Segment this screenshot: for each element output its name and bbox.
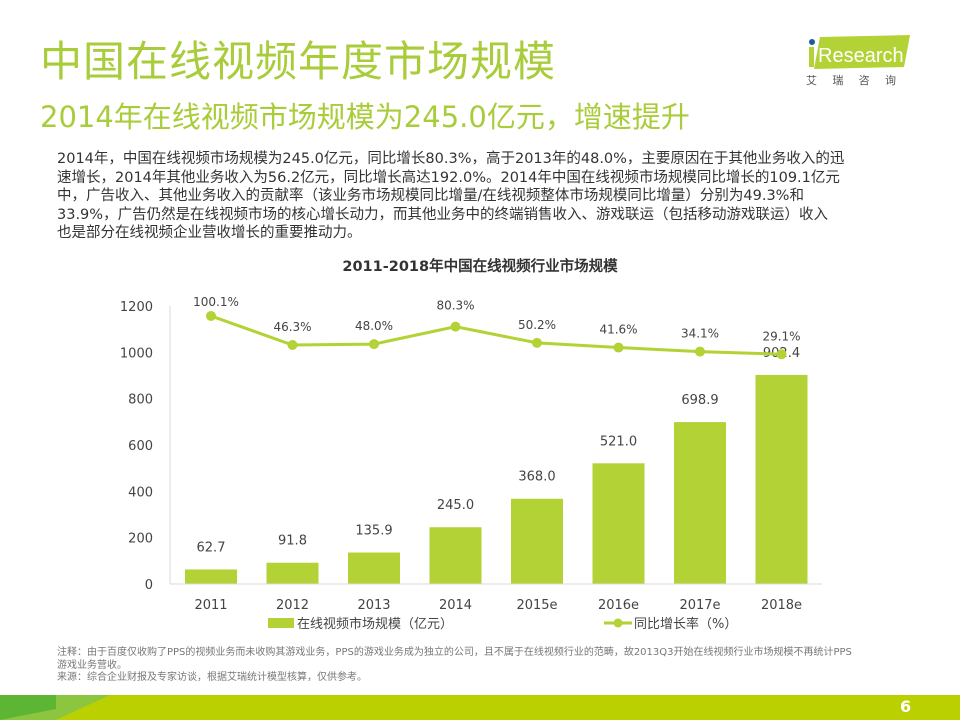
y-tick-label: 1000 <box>120 346 153 361</box>
growth-rate-line <box>210 314 782 356</box>
line-point <box>450 321 461 332</box>
body-line: 中，广告收入、其他业务收入的贡献率（该业务市场规模同比增量/在线视频整体市场规模… <box>57 188 804 204</box>
line-point <box>287 339 298 350</box>
legend-bar-swatch <box>268 618 294 628</box>
bar-value-label: 245.0 <box>437 498 474 513</box>
legend-line-marker <box>613 618 623 628</box>
bar <box>185 569 237 584</box>
bar-series <box>185 374 808 584</box>
logo-cn-char: 询 <box>884 74 896 87</box>
bar <box>592 463 645 584</box>
chart-title: 2011-2018年中国在线视频行业市场规模 <box>342 259 618 275</box>
chart-legend: 在线视频市场规模（亿元） 同比增长率（%） <box>268 616 737 632</box>
logo-cn-text: 艾 瑞 咨 询 <box>806 72 896 88</box>
y-tick-label: 800 <box>128 393 153 408</box>
y-tick-label: 600 <box>128 439 153 454</box>
line-point <box>695 346 705 357</box>
line-value-label: 46.3% <box>273 320 311 334</box>
bar-value-label: 368.0 <box>518 470 555 485</box>
x-tick-label: 2016e <box>598 598 639 613</box>
line-point <box>532 337 542 348</box>
page-number: 6 <box>900 697 912 716</box>
logo-cn-char: 咨 <box>858 74 870 87</box>
bar-value-label: 91.8 <box>278 534 307 549</box>
x-tick-label: 2014 <box>439 598 472 613</box>
line-point <box>613 342 624 353</box>
line-data-labels: 100.1% 46.3% 48.0% 80.3% 50.2% 41.6% 34.1% 29.1… <box>193 295 800 343</box>
legend-bar-label: 在线视频市场规模（亿元） <box>297 616 453 632</box>
bar-value-label: 698.9 <box>681 393 718 408</box>
line-value-label: 100.1% <box>193 295 239 309</box>
x-axis: 2011 2012 2013 2014 2015e 2016e 2017e 2018e <box>170 583 822 613</box>
logo-text: Research <box>818 45 904 67</box>
x-tick-label: 2015e <box>516 598 557 613</box>
body-line: 速增长，2014年其他业务收入为56.2亿元，同比增长高达192.0%。2014… <box>57 169 840 186</box>
legend-line-label: 同比增长率（%） <box>634 616 737 632</box>
bar <box>511 498 563 584</box>
note-line: 注释：由于百度仅收购了PPS的视频业务而未收购其游戏业务，PPS的游戏业务成为独… <box>57 647 852 658</box>
line-value-label: 29.1% <box>762 329 800 343</box>
y-tick-label: 400 <box>128 485 153 500</box>
y-axis: 0 200 400 600 800 1000 1200 <box>120 300 171 593</box>
line-point <box>776 349 787 360</box>
line-series <box>206 310 787 360</box>
source-line: 来源：综合企业财报及专家访谈，根据艾瑞统计模型核算，仅供参考。 <box>57 672 367 683</box>
line-value-label: 41.6% <box>599 323 637 337</box>
x-tick-label: 2017e <box>679 598 720 613</box>
line-point <box>369 339 379 350</box>
bar-value-label: 135.9 <box>355 524 392 539</box>
footnotes: 注释：由于百度仅收购了PPS的视频业务而未收购其游戏业务，PPS的游戏业务成为独… <box>57 647 937 685</box>
line-point <box>206 310 216 321</box>
bar-value-label: 521.0 <box>600 434 637 449</box>
page-subtitle: 2014年在线视频市场规模为245.0亿元，增速提升 <box>40 100 690 134</box>
market-size-chart: 0 200 400 600 800 1000 1200 62.7 91.8 135.9 245.0… <box>120 295 822 632</box>
footer-band <box>0 695 960 720</box>
x-tick-label: 2012 <box>276 598 309 613</box>
body-line: 33.9%，广告仍然是在线视频市场的核心增长动力，而其他业务中的终端销售收入、游… <box>57 206 829 223</box>
y-tick-label: 1200 <box>120 300 153 315</box>
logo-cn-char: 瑞 <box>832 74 844 87</box>
iresearch-logo-icon: Research <box>809 35 910 69</box>
bar <box>348 552 400 584</box>
note-line: 游戏业务营收。 <box>57 659 127 671</box>
bar <box>674 422 726 584</box>
x-tick-label: 2018e <box>761 598 802 613</box>
logo-cn-char: 艾 <box>806 74 817 87</box>
y-tick-label: 0 <box>145 578 153 593</box>
bar <box>429 527 482 584</box>
bar <box>266 562 319 584</box>
body-line: 也是部分在线视频企业营收增长的重要推动力。 <box>57 225 362 241</box>
line-value-label: 48.0% <box>355 319 393 333</box>
line-value-label: 34.1% <box>681 327 719 341</box>
page-title: 中国在线视频年度市场规模 <box>40 37 557 86</box>
x-tick-label: 2011 <box>194 598 227 613</box>
bar <box>755 374 808 584</box>
body-paragraph: 2014年，中国在线视频市场规模为245.0亿元，同比增长80.3%，高于201… <box>57 150 937 243</box>
bar-value-label: 62.7 <box>197 540 226 555</box>
body-line: 2014年，中国在线视频市场规模为245.0亿元，同比增长80.3%，高于201… <box>57 151 845 167</box>
x-tick-label: 2013 <box>357 598 390 613</box>
y-tick-label: 200 <box>128 532 153 547</box>
line-value-label: 80.3% <box>436 299 474 313</box>
line-value-label: 50.2% <box>518 318 556 332</box>
